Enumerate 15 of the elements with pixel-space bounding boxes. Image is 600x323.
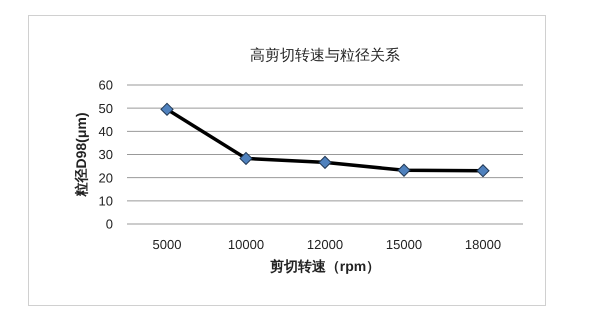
x-axis-title: 剪切转速（rpm） <box>270 258 380 274</box>
x-tick-label: 18000 <box>464 237 502 252</box>
y-tick-label: 20 <box>98 170 113 186</box>
x-tick-label: 12000 <box>306 237 344 252</box>
x-tick-label: 10000 <box>228 237 264 252</box>
x-tick-label: 5000 <box>152 237 182 252</box>
y-axis-title: 粒径D98(μm) <box>72 112 89 198</box>
y-tick-label: 0 <box>106 216 113 232</box>
chart-title: 高剪切转速与粒径关系 <box>249 46 401 65</box>
y-tick-label: 30 <box>98 147 113 162</box>
y-tick-label: 50 <box>98 100 113 116</box>
y-tick-label: 10 <box>98 193 113 208</box>
y-tick-label: 60 <box>98 78 113 93</box>
y-tick-label: 40 <box>98 124 113 139</box>
x-tick-label: 15000 <box>386 237 422 252</box>
